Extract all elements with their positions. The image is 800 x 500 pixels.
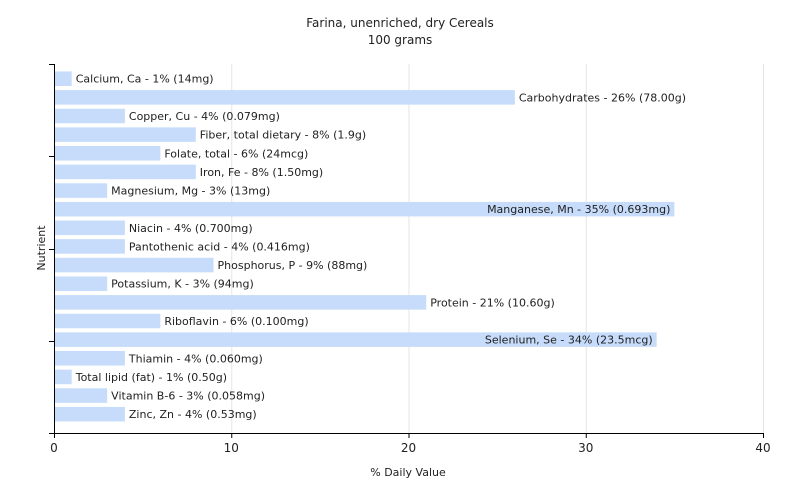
bar-label: Phosphorus, P - 9% (88mg) [218,259,368,272]
bar [55,332,657,347]
x-tick-label: 20 [401,441,416,455]
bar [55,406,125,422]
x-tick-label: 0 [50,441,58,455]
bar [55,90,515,105]
chart-title: Farina, unenriched, dry Cereals [306,16,494,30]
bar-label: Copper, Cu - 4% (0.079mg) [129,110,280,123]
bar [55,220,125,236]
x-tick-label: 30 [578,441,593,455]
x-tick-labels: 0 10 20 30 40 [50,433,771,455]
bar [55,313,161,329]
bar [55,388,108,403]
x-axis-label: % Daily Value [370,466,446,479]
bar-label: Iron, Fe - 8% (1.50mg) [200,166,323,179]
bars: Calcium, Ca - 1% (14mg) Carbohydrates - 2… [55,71,686,422]
bar [55,127,196,142]
bar-label: Zinc, Zn - 4% (0.53mg) [129,408,257,421]
bar-label: Selenium, Se - 34% (23.5mcg) [485,334,653,347]
bar [55,369,72,385]
bar-label: Calcium, Ca - 1% (14mg) [76,73,214,86]
bar-label: Folate, total - 6% (24mcg) [164,147,308,160]
bar [55,276,108,291]
bar-label: Vitamin B-6 - 3% (0.058mg) [111,390,265,403]
chart-subtitle: 100 grams [368,33,433,47]
bar-label: Niacin - 4% (0.700mg) [129,222,253,235]
bar-label: Potassium, K - 3% (94mg) [111,278,254,291]
bar [55,239,125,254]
y-axis-label: Nutrient [35,225,48,271]
bar [55,108,125,124]
bar-label: Riboflavin - 6% (0.100mg) [164,315,308,328]
bar-label: Thiamin - 4% (0.060mg) [128,352,263,365]
bar [55,183,108,198]
bar-label: Magnesium, Mg - 3% (13mg) [111,185,270,198]
x-tick-label: 10 [224,441,239,455]
bar [55,164,196,180]
bar [55,146,161,161]
bar-label: Carbohydrates - 26% (78.00g) [519,91,686,104]
bar-label: Total lipid (fat) - 1% (0.50g) [75,371,227,384]
bar-label: Manganese, Mn - 35% (0.693mg) [487,203,670,216]
bar [55,295,427,310]
bar [55,257,214,273]
bar-label: Pantothenic acid - 4% (0.416mg) [129,240,310,253]
bar [55,71,72,86]
bar [55,201,675,217]
bar-label: Fiber, total dietary - 8% (1.9g) [200,129,366,142]
x-tick-label: 40 [755,441,770,455]
bar [55,351,125,366]
bar-label: Protein - 21% (10.60g) [430,296,555,309]
